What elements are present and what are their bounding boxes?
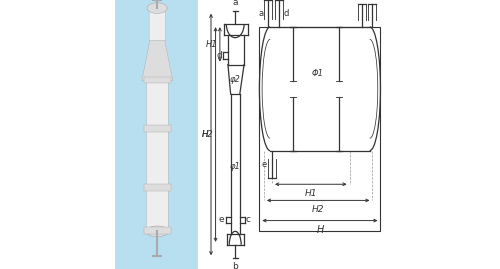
Text: H2: H2 [312, 205, 324, 214]
Text: c: c [246, 215, 251, 224]
Ellipse shape [146, 226, 169, 237]
Bar [144, 184, 171, 191]
Text: H2: H2 [202, 130, 213, 139]
Text: H1: H1 [206, 40, 218, 49]
Text: e: e [262, 160, 267, 169]
FancyBboxPatch shape [116, 0, 198, 269]
FancyBboxPatch shape [146, 80, 168, 229]
Text: H: H [316, 225, 324, 235]
Text: φ1: φ1 [230, 162, 240, 171]
Text: d: d [284, 9, 290, 18]
Text: Φ1: Φ1 [311, 69, 323, 79]
Bar [144, 125, 171, 132]
FancyBboxPatch shape [149, 7, 166, 41]
Text: φ2: φ2 [230, 75, 240, 84]
Text: H1: H1 [304, 189, 317, 198]
Text: H: H [202, 130, 209, 139]
Ellipse shape [147, 3, 168, 13]
Bar [144, 77, 171, 83]
Text: d: d [216, 51, 222, 60]
Text: a: a [232, 0, 238, 7]
Text: e: e [219, 215, 224, 224]
Bar [144, 227, 171, 234]
Text: a: a [258, 9, 264, 18]
Polygon shape [142, 40, 173, 81]
Text: b: b [232, 262, 238, 269]
